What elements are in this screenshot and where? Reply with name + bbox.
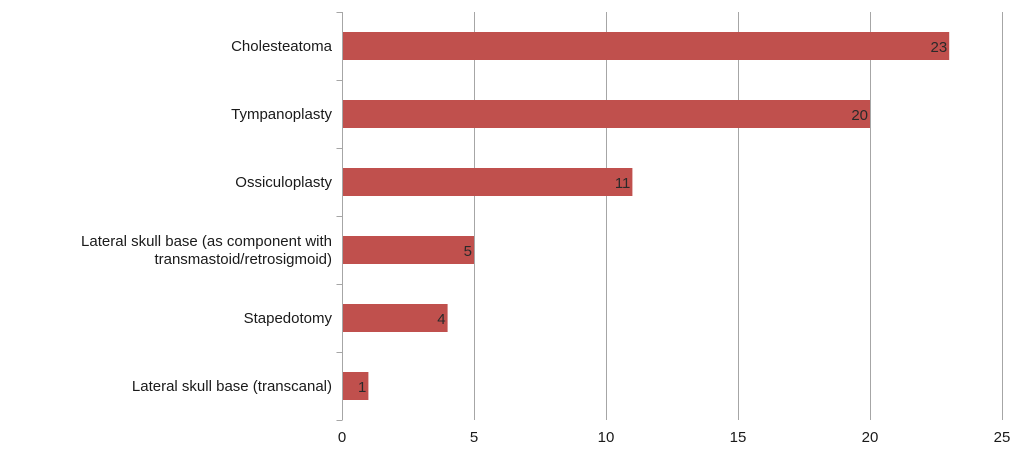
- category-label-0: Cholesteatoma: [231, 38, 333, 55]
- category-label-line: Ossiculoplasty: [235, 174, 332, 191]
- x-tick-label-15: 15: [730, 429, 747, 446]
- bar-5: [342, 372, 369, 400]
- x-tick-label-0: 0: [338, 429, 346, 446]
- category-label-line: Tympanoplasty: [231, 106, 332, 123]
- category-label-line: Lateral skull base (transcanal): [132, 378, 332, 395]
- bar-3: [342, 236, 474, 264]
- x-tick-label-25: 25: [994, 429, 1011, 446]
- bar-layer: [342, 32, 950, 400]
- x-tick-label-10: 10: [598, 429, 615, 446]
- category-label-2: Ossiculoplasty: [235, 174, 332, 191]
- category-label-line: Cholesteatoma: [231, 38, 333, 55]
- data-label-2: 11: [615, 175, 631, 192]
- category-label-5: Lateral skull base (transcanal): [132, 378, 332, 395]
- bar-1: [342, 100, 870, 128]
- category-label-line: Lateral skull base (as component with: [81, 233, 332, 250]
- data-label-3: 5: [464, 243, 472, 260]
- category-label-line: Stapedotomy: [244, 310, 333, 327]
- bar-4: [342, 304, 448, 332]
- bar-2: [342, 168, 633, 196]
- category-label-3: Lateral skull base (as component with tra…: [81, 233, 332, 268]
- x-tick-label-5: 5: [470, 429, 478, 446]
- data-label-4: 4: [437, 311, 445, 328]
- grid-layer: [474, 12, 1003, 420]
- data-label-0: 23: [931, 39, 948, 56]
- axis-layer: [336, 12, 343, 421]
- label-layer: 0 5 10 15 20 2523Cholesteatoma20Tympanoplasty…: [81, 38, 1010, 446]
- x-tick-label-20: 20: [862, 429, 879, 446]
- data-label-1: 20: [851, 107, 868, 124]
- category-label-line: transmastoid/retrosigmoid): [154, 251, 332, 268]
- bar-0: [342, 32, 950, 60]
- category-label-4: Stapedotomy: [244, 310, 333, 327]
- data-label-5: 1: [358, 379, 366, 396]
- category-label-1: Tympanoplasty: [231, 106, 332, 123]
